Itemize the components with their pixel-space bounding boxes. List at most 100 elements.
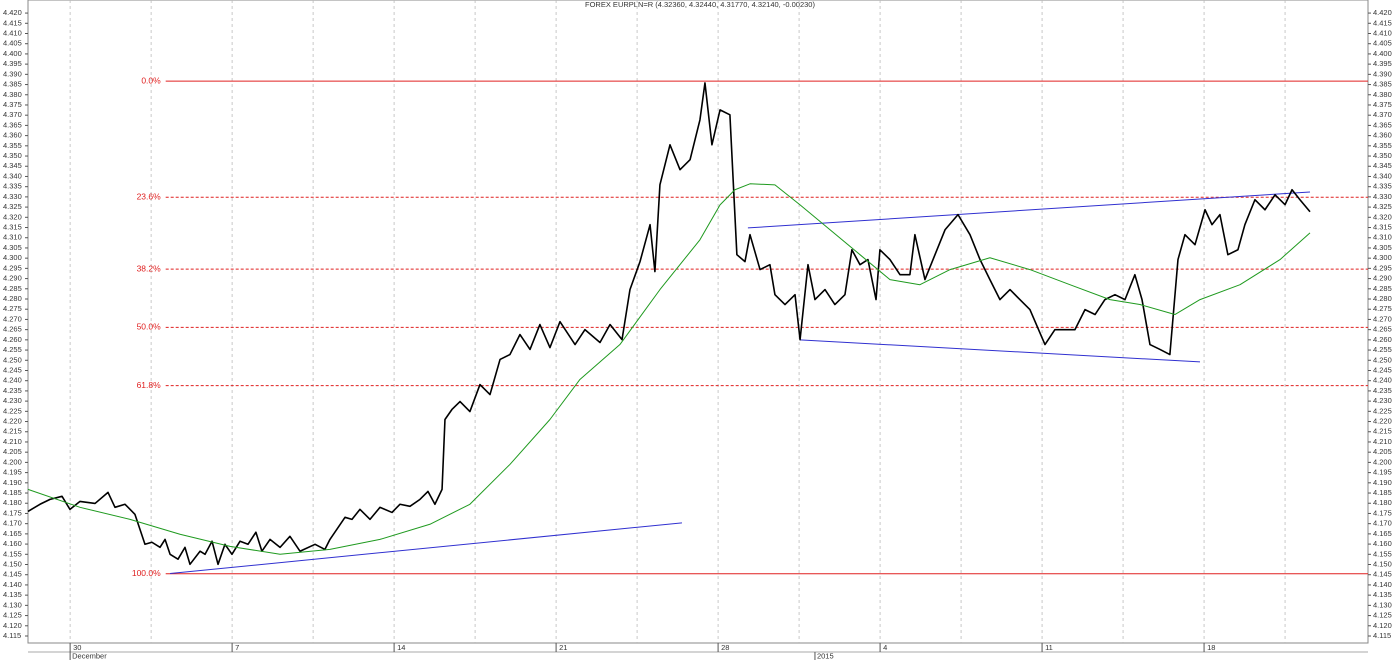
- y-tick-label: 4.195: [3, 468, 22, 477]
- y2-tick-label: 4.310: [1373, 233, 1392, 242]
- y2-tick-label: 4.145: [1373, 570, 1392, 579]
- x-tick-label: 28: [721, 643, 729, 652]
- y2-tick-label: 4.220: [1373, 417, 1392, 426]
- y-tick-label: 4.320: [3, 212, 22, 221]
- y-tick-label: 4.420: [3, 8, 22, 17]
- y2-tick-label: 4.420: [1373, 8, 1392, 17]
- x-tick-label: 7: [235, 643, 239, 652]
- y2-tick-label: 4.135: [1373, 590, 1392, 599]
- y-tick-label: 4.405: [3, 39, 22, 48]
- x-tick-label: 21: [559, 643, 567, 652]
- x-tick-label: 11: [1045, 643, 1053, 652]
- fib-label: 38.2%: [137, 263, 162, 273]
- y2-tick-label: 4.290: [1373, 274, 1392, 283]
- trend-line: [747, 191, 1311, 229]
- trend-line: [170, 522, 683, 574]
- y-tick-label: 4.310: [3, 233, 22, 242]
- y2-tick-label: 4.390: [1373, 69, 1392, 78]
- y2-tick-label: 4.380: [1373, 90, 1392, 99]
- y2-tick-label: 4.140: [1373, 580, 1392, 589]
- y-tick-label: 4.300: [3, 253, 22, 262]
- y2-tick-label: 4.130: [1373, 600, 1392, 609]
- y2-tick-label: 4.245: [1373, 365, 1392, 374]
- y-tick-label: 4.410: [3, 28, 22, 37]
- y-tick-label: 4.285: [3, 284, 22, 293]
- y2-tick-label: 4.340: [1373, 171, 1392, 180]
- date-label: December: [72, 651, 107, 660]
- y-tick-label: 4.255: [3, 345, 22, 354]
- y-tick-label: 4.330: [3, 192, 22, 201]
- y-tick-label: 4.415: [3, 18, 22, 27]
- y-tick-label: 4.240: [3, 376, 22, 385]
- chart-title: FOREX EURPLN=R (4.32360, 4.32440, 4.3177…: [585, 0, 815, 9]
- fib-label: 100.0%: [132, 568, 161, 578]
- y2-tick-label: 4.315: [1373, 223, 1392, 232]
- y2-tick-label: 4.260: [1373, 335, 1392, 344]
- y-tick-label: 4.345: [3, 161, 22, 170]
- y-tick-label: 4.355: [3, 141, 22, 150]
- y-tick-label: 4.260: [3, 335, 22, 344]
- y-tick-label: 4.215: [3, 427, 22, 436]
- y-tick-label: 4.390: [3, 69, 22, 78]
- y2-tick-label: 4.175: [1373, 508, 1392, 517]
- y2-tick-label: 4.345: [1373, 161, 1392, 170]
- y2-tick-label: 4.305: [1373, 243, 1392, 252]
- y2-tick-label: 4.180: [1373, 498, 1392, 507]
- y-tick-label: 4.350: [3, 151, 22, 160]
- y2-tick-label: 4.170: [1373, 519, 1392, 528]
- y-tick-label: 4.340: [3, 171, 22, 180]
- y-tick-label: 4.235: [3, 386, 22, 395]
- y-tick-label: 4.165: [3, 529, 22, 538]
- y-tick-label: 4.210: [3, 437, 22, 446]
- y2-tick-label: 4.410: [1373, 28, 1392, 37]
- y2-tick-label: 4.365: [1373, 120, 1392, 129]
- moving-average: [27, 183, 1311, 555]
- x-tick-label: 14: [397, 643, 405, 652]
- y2-tick-label: 4.165: [1373, 529, 1392, 538]
- y-tick-label: 4.325: [3, 202, 22, 211]
- y2-tick-label: 4.285: [1373, 284, 1392, 293]
- y2-tick-label: 4.370: [1373, 110, 1392, 119]
- y-tick-label: 4.275: [3, 304, 22, 313]
- y2-tick-label: 4.415: [1373, 18, 1392, 27]
- y-tick-label: 4.230: [3, 396, 22, 405]
- y2-tick-label: 4.210: [1373, 437, 1392, 446]
- y2-tick-label: 4.375: [1373, 100, 1392, 109]
- y2-tick-label: 4.235: [1373, 386, 1392, 395]
- x-tick-label: 30: [73, 643, 81, 652]
- y2-tick-label: 4.255: [1373, 345, 1392, 354]
- y2-tick-label: 4.115: [1373, 631, 1391, 640]
- y-tick-label: 4.190: [3, 478, 22, 487]
- y-tick-label: 4.175: [3, 508, 22, 517]
- y2-tick-label: 4.275: [1373, 304, 1392, 313]
- y-tick-label: 4.385: [3, 80, 22, 89]
- y2-tick-label: 4.160: [1373, 539, 1392, 548]
- y-tick-label: 4.120: [3, 621, 22, 630]
- y2-tick-label: 4.225: [1373, 406, 1392, 415]
- y-tick-label: 4.380: [3, 90, 22, 99]
- x-tick-label: 4: [883, 643, 887, 652]
- y-tick-label: 4.290: [3, 274, 22, 283]
- y-tick-label: 4.130: [3, 600, 22, 609]
- y-tick-label: 4.150: [3, 559, 22, 568]
- y-tick-label: 4.145: [3, 570, 22, 579]
- y2-tick-label: 4.300: [1373, 253, 1392, 262]
- y-tick-label: 4.220: [3, 417, 22, 426]
- y2-tick-label: 4.280: [1373, 294, 1392, 303]
- y-tick-label: 4.250: [3, 355, 22, 364]
- y-tick-label: 4.125: [3, 611, 22, 620]
- y2-tick-label: 4.355: [1373, 141, 1392, 150]
- y2-tick-label: 4.120: [1373, 621, 1392, 630]
- y-tick-label: 4.375: [3, 100, 22, 109]
- y2-tick-label: 4.360: [1373, 131, 1392, 140]
- y-tick-label: 4.360: [3, 131, 22, 140]
- y2-tick-label: 4.295: [1373, 263, 1392, 272]
- price-line: [27, 82, 1311, 566]
- y-tick-label: 4.245: [3, 365, 22, 374]
- y-tick-label: 4.135: [3, 590, 22, 599]
- y-tick-label: 4.370: [3, 110, 22, 119]
- y-tick-label: 4.185: [3, 488, 22, 497]
- y2-tick-label: 4.330: [1373, 192, 1392, 201]
